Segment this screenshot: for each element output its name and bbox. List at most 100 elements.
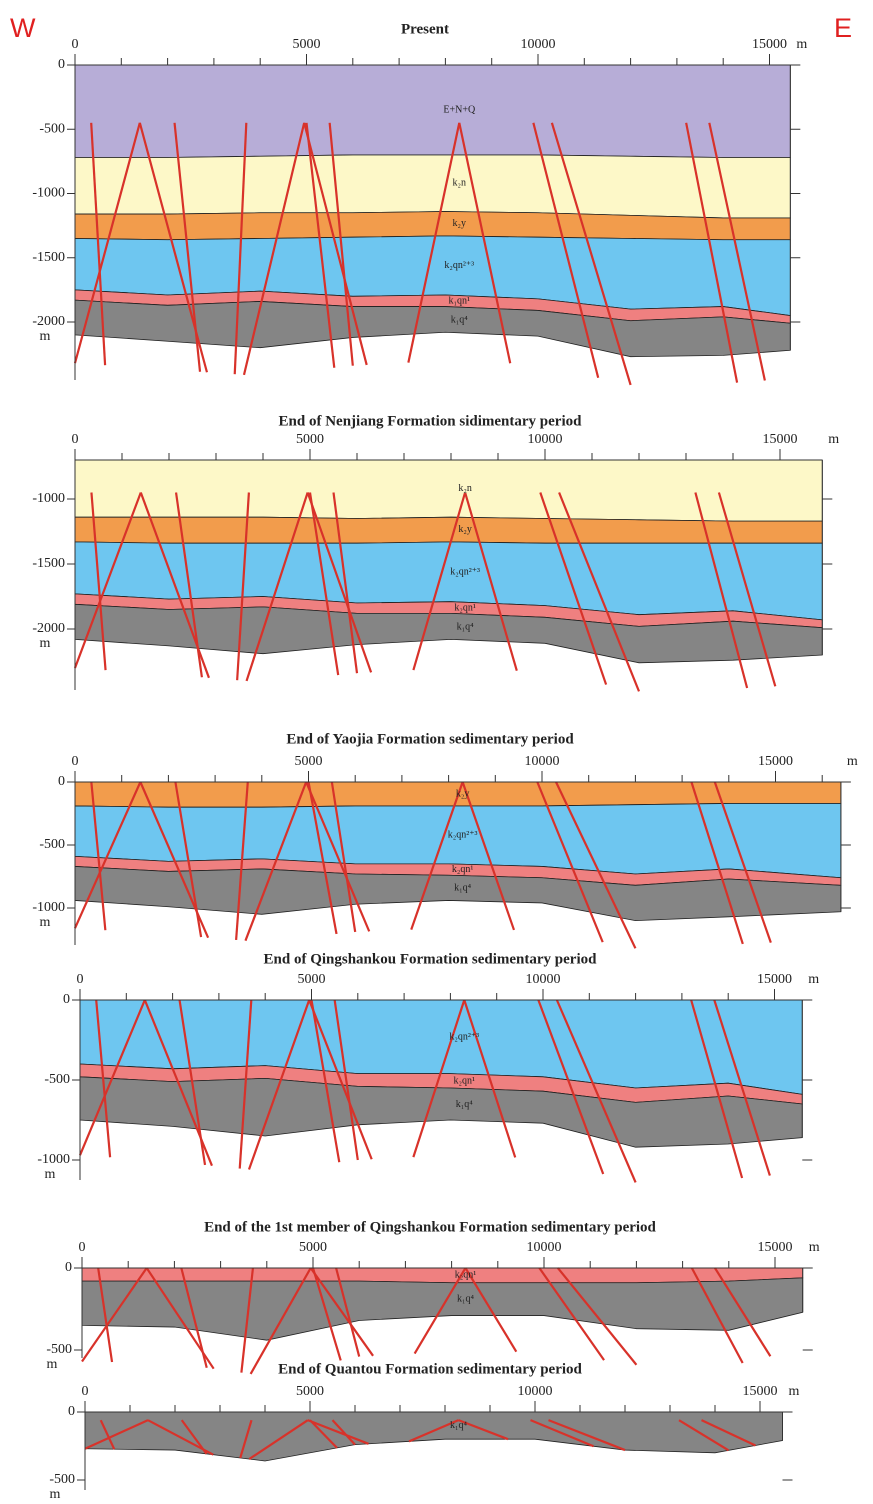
fault bbox=[248, 1419, 309, 1460]
layer-label: k₂qn²⁺³ bbox=[450, 566, 480, 577]
x-tick-label: 15000 bbox=[752, 37, 787, 52]
fault bbox=[717, 492, 777, 687]
y-tick-label: -500 bbox=[39, 837, 65, 852]
fault bbox=[78, 999, 146, 1156]
x-tick-label: 5000 bbox=[299, 1240, 327, 1255]
x-tick-label: 10000 bbox=[527, 1240, 562, 1255]
fault bbox=[81, 1267, 148, 1363]
layer-label: k₂qn¹ bbox=[454, 602, 475, 613]
x-unit: m bbox=[847, 754, 858, 769]
fault bbox=[73, 492, 142, 669]
fault bbox=[331, 1419, 356, 1446]
layer-label: k₁q⁴ bbox=[457, 621, 474, 632]
x-tick-label: 10000 bbox=[528, 432, 563, 447]
east-label: E bbox=[834, 13, 852, 43]
fault bbox=[84, 1419, 149, 1450]
y-tick-label: -1500 bbox=[32, 556, 65, 571]
stratum bbox=[74, 459, 823, 522]
fault bbox=[90, 492, 107, 671]
x-tick-label: 15000 bbox=[758, 1240, 793, 1255]
panel-title: End of Qingshankou Formation sedimentary… bbox=[264, 951, 598, 967]
layer-label: k₂qn²⁺³ bbox=[449, 1031, 479, 1042]
fault bbox=[708, 122, 766, 381]
fault bbox=[239, 1419, 253, 1459]
fault bbox=[464, 1267, 518, 1353]
fault bbox=[308, 999, 373, 1160]
x-tick-label: 10000 bbox=[521, 37, 556, 52]
layer-label: k₁q⁴ bbox=[457, 1293, 474, 1304]
x-unit: m bbox=[808, 972, 819, 987]
fault bbox=[180, 1419, 208, 1455]
y-unit: m bbox=[45, 1167, 56, 1182]
layer-label: k₂y bbox=[458, 524, 472, 535]
fault bbox=[410, 781, 464, 931]
layer-label: k₂n bbox=[458, 483, 472, 494]
layer-label: k₁q⁴ bbox=[450, 1420, 467, 1431]
fault bbox=[236, 492, 250, 681]
fault bbox=[309, 1267, 374, 1357]
y-tick-label: -500 bbox=[49, 1472, 75, 1487]
fault bbox=[714, 1267, 772, 1357]
layer-label: k₂qn¹ bbox=[452, 864, 473, 875]
fault bbox=[303, 122, 368, 366]
y-tick-label: -1000 bbox=[32, 186, 65, 201]
x-tick-label: 5000 bbox=[295, 754, 323, 769]
stratum bbox=[74, 64, 791, 158]
fault bbox=[244, 781, 308, 942]
fault bbox=[307, 781, 338, 935]
fault bbox=[412, 999, 466, 1158]
fault bbox=[73, 781, 142, 929]
x-tick-label: 15000 bbox=[743, 1384, 778, 1399]
fault bbox=[408, 1419, 459, 1443]
fault bbox=[685, 122, 739, 383]
fault bbox=[463, 999, 517, 1158]
fault bbox=[690, 999, 744, 1179]
layer-label: k₁q⁴ bbox=[456, 1099, 473, 1110]
x-tick-label: 10000 bbox=[525, 754, 560, 769]
y-tick-label: 0 bbox=[68, 1404, 75, 1419]
fault bbox=[330, 781, 357, 933]
fault bbox=[245, 492, 309, 682]
panel-title: End of Quantou Formation sedimentary per… bbox=[278, 1361, 582, 1377]
y-tick-label: 0 bbox=[63, 992, 70, 1007]
fault bbox=[461, 781, 516, 931]
fault bbox=[458, 1419, 509, 1441]
stratum bbox=[74, 516, 823, 544]
x-tick-label: 5000 bbox=[296, 432, 324, 447]
fault bbox=[247, 999, 311, 1170]
x-unit: m bbox=[789, 1384, 800, 1399]
y-tick-label: -1500 bbox=[32, 250, 65, 265]
fault bbox=[412, 492, 467, 671]
y-tick-label: -2000 bbox=[32, 621, 65, 636]
layer-label: k₁qn¹ bbox=[449, 296, 470, 307]
fault bbox=[558, 492, 641, 692]
fault bbox=[90, 122, 107, 366]
y-tick-label: -1000 bbox=[32, 900, 65, 915]
x-tick-label: 0 bbox=[72, 37, 79, 52]
x-tick-label: 5000 bbox=[293, 37, 321, 52]
layer-label: k₂n bbox=[453, 178, 467, 189]
fault bbox=[95, 999, 112, 1158]
layer-label: k₂y bbox=[456, 788, 470, 799]
fault bbox=[233, 122, 248, 375]
y-tick-label: 0 bbox=[65, 1260, 72, 1275]
fault bbox=[713, 781, 772, 944]
fault bbox=[305, 122, 336, 368]
fault bbox=[694, 492, 749, 689]
fault bbox=[701, 1419, 756, 1447]
y-tick-label: 0 bbox=[58, 774, 65, 789]
x-tick-label: 0 bbox=[82, 1384, 89, 1399]
layer-label: k₂qn²⁺³ bbox=[448, 829, 478, 840]
fault bbox=[178, 999, 207, 1166]
fault bbox=[548, 1419, 626, 1452]
x-tick-label: 10000 bbox=[518, 1384, 553, 1399]
fault bbox=[532, 122, 600, 379]
fault bbox=[464, 492, 518, 672]
y-tick-label: -1000 bbox=[32, 491, 65, 506]
x-unit: m bbox=[809, 1240, 820, 1255]
fault bbox=[333, 999, 359, 1161]
fault bbox=[73, 122, 141, 364]
x-unit: m bbox=[796, 37, 807, 52]
fault bbox=[413, 1267, 467, 1355]
